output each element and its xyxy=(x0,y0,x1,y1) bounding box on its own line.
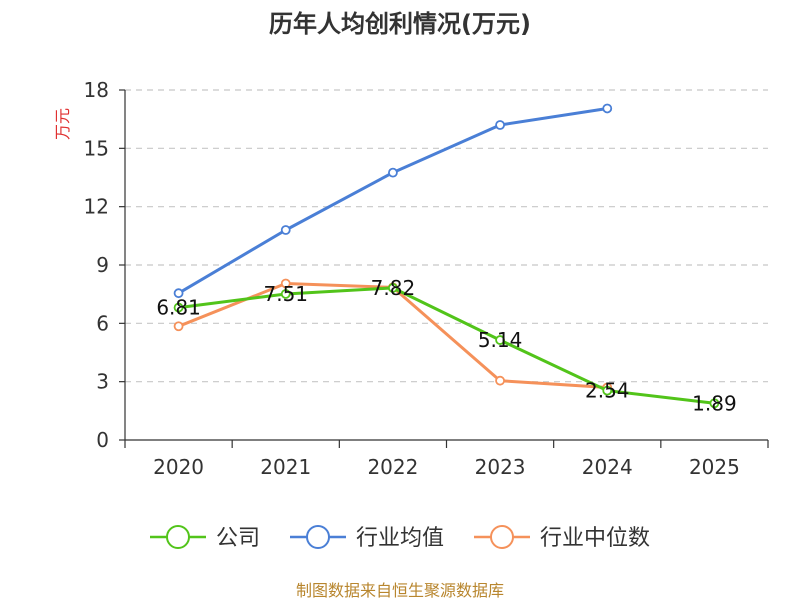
data-label-2021: 7.51 xyxy=(263,282,308,306)
data-label-2020: 6.81 xyxy=(156,296,201,320)
data-label-2023: 5.14 xyxy=(478,328,523,352)
point-0-2022 xyxy=(388,283,398,293)
legend-marker-2 xyxy=(490,525,514,549)
y-tick-label-15: 15 xyxy=(84,136,109,160)
series-0 xyxy=(173,283,720,409)
point-1-2022 xyxy=(388,167,398,178)
legend-marker-0 xyxy=(166,525,190,549)
y-tick-label-18: 18 xyxy=(84,78,109,102)
point-2-2021 xyxy=(280,278,291,289)
series-1 xyxy=(173,103,613,299)
x-tick-label-2020: 2020 xyxy=(153,455,204,479)
x-tick-label-2025: 2025 xyxy=(689,455,740,479)
y-tick-label-6: 6 xyxy=(96,311,109,335)
x-tick-label-2023: 2023 xyxy=(475,455,526,479)
legend-item-2: 行业中位数 xyxy=(474,525,650,551)
legend-item-1: 行业均值 xyxy=(290,525,444,551)
y-tick-label-0: 0 xyxy=(96,428,109,452)
series-lines xyxy=(173,103,720,409)
legend-label-0: 公司 xyxy=(216,526,260,551)
x-tick-label-2021: 2021 xyxy=(260,455,311,479)
series-line-0 xyxy=(177,286,716,405)
point-1-2020 xyxy=(173,288,184,299)
point-0-2021 xyxy=(280,289,291,299)
point-1-2021 xyxy=(280,225,291,235)
point-2-2020 xyxy=(173,321,184,332)
legend: 公司 行业均值 行业中位数 xyxy=(150,525,650,551)
data-label-2025: 1.89 xyxy=(692,391,737,415)
point-0-2020 xyxy=(173,302,184,313)
point-1-2024 xyxy=(602,103,613,114)
point-0-2023 xyxy=(495,335,505,345)
point-0-2024 xyxy=(602,385,613,396)
source-note: 制图数据来自恒生聚源数据库 xyxy=(296,581,504,600)
chart-title: 历年人均创利情况(万元) xyxy=(269,10,531,38)
y-tick-label-3: 3 xyxy=(96,370,109,394)
point-0-2025 xyxy=(709,398,720,409)
point-2-2023 xyxy=(495,375,505,386)
legend-marker-1 xyxy=(306,525,330,549)
data-labels: 6.81 7.51 7.82 5.14 2.54 1.89 xyxy=(156,276,736,415)
y-tick-label-9: 9 xyxy=(96,253,109,277)
x-tick-label-2022: 2022 xyxy=(367,455,418,479)
legend-item-0: 公司 xyxy=(150,525,260,551)
legend-label-1: 行业均值 xyxy=(356,526,444,551)
axes: 0 3 6 9 12 15 18 2020 2021 2022 2023 2024 2025 xyxy=(84,78,769,479)
point-1-2023 xyxy=(495,120,505,130)
y-axis-label: 万元 xyxy=(53,108,72,140)
data-label-2024: 2.54 xyxy=(585,379,630,403)
x-tick-label-2024: 2024 xyxy=(582,455,633,479)
gridlines xyxy=(125,89,768,383)
data-label-2022: 7.82 xyxy=(371,276,416,300)
y-tick-label-12: 12 xyxy=(84,195,109,219)
legend-label-2: 行业中位数 xyxy=(540,526,650,551)
